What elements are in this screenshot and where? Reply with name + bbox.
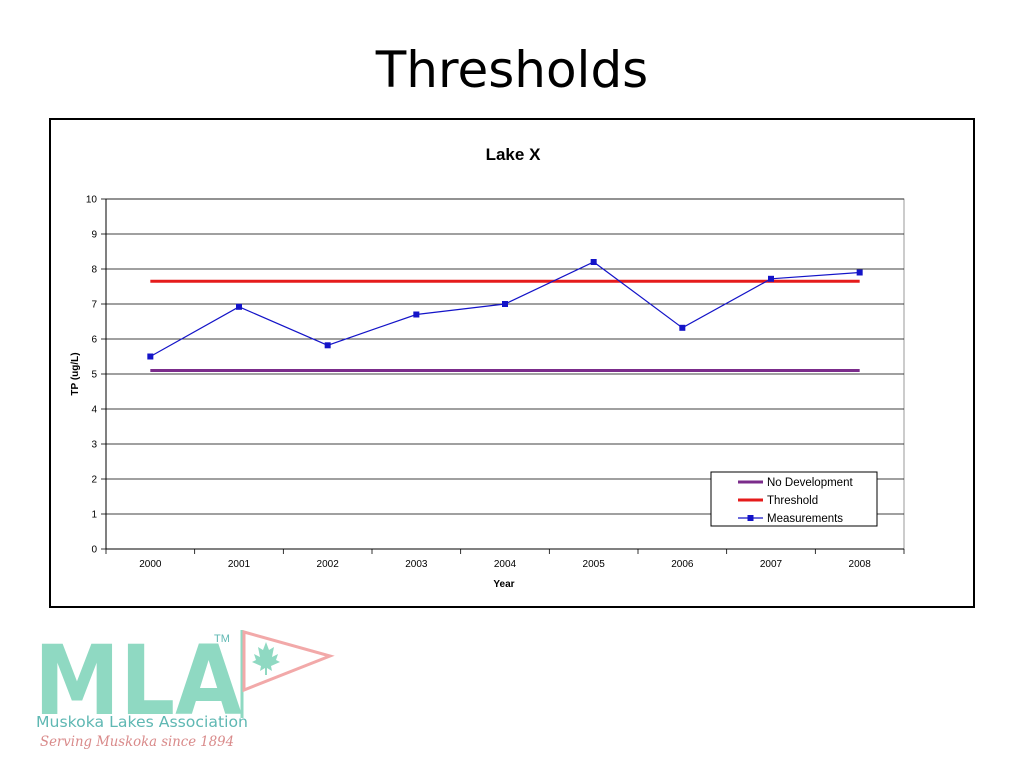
x-tick-label: 2003 [405, 559, 428, 570]
axes: 0 1 2 3 4 5 6 7 8 9 10 2000 2001 2002 2003 2004 2005 2006… [86, 195, 905, 570]
x-tick-label: 2004 [494, 559, 517, 570]
y-tick-label: 1 [91, 510, 97, 521]
legend-label: Measurements [767, 513, 843, 525]
x-tick-label: 2001 [228, 559, 251, 570]
y-axis-label: TP (ug/L) [70, 352, 81, 395]
y-tick-label: 4 [91, 405, 97, 416]
y-tick-label: 3 [91, 440, 97, 451]
legend-label: No Development [767, 477, 853, 489]
y-tick-label: 6 [91, 335, 97, 346]
y-tick-label: 10 [86, 195, 98, 206]
x-tick-label: 2007 [760, 559, 783, 570]
data-point-measurements [590, 259, 597, 265]
data-point-measurements [502, 301, 508, 307]
logo-trademark: TM [214, 633, 230, 645]
x-tick-label: 2005 [583, 559, 606, 570]
logo-tagline: Serving Muskoka since 1894 [40, 734, 234, 750]
data-point-measurements [147, 353, 154, 360]
chart-legend: No Development Threshold Measurements [710, 471, 878, 527]
maple-leaf-icon [252, 642, 280, 675]
data-point-measurements [856, 269, 863, 276]
y-tick-label: 5 [91, 370, 97, 381]
data-point-measurements [768, 275, 774, 282]
x-axis-label: Year [493, 579, 514, 590]
series-layer [147, 259, 863, 372]
y-tick-label: 7 [91, 300, 97, 311]
data-point-measurements [413, 311, 420, 318]
chart-frame: Lake X 0 1 2 3 4 5 6 7 8 9 10 2000 2001 2002 2003 2004 2… [49, 118, 975, 608]
legend-marker [747, 515, 754, 521]
logo-org-name: Muskoka Lakes Association [36, 713, 248, 731]
slide-title: Thresholds [375, 41, 649, 99]
x-tick-label: 2006 [671, 559, 694, 570]
y-tick-label: 9 [91, 230, 97, 241]
data-point-measurements [679, 324, 686, 331]
chart-title: Lake X [486, 145, 541, 164]
legend-label: Threshold [767, 495, 818, 507]
x-tick-label: 2008 [849, 559, 872, 570]
x-tick-label: 2000 [139, 559, 162, 570]
pennant-flag-icon [240, 630, 335, 718]
x-tick-label: 2002 [317, 559, 340, 570]
mla-logo: MLA TM Muskoka Lakes Association Serving… [34, 626, 335, 750]
logo-letters: MLA [34, 626, 242, 737]
y-tick-label: 0 [91, 545, 97, 556]
y-tick-label: 2 [91, 475, 97, 486]
line-chart: Lake X 0 1 2 3 4 5 6 7 8 9 10 2000 2001 2002 2003 2004 2… [70, 145, 905, 590]
series-line-measurements [150, 261, 860, 358]
data-point-measurements [324, 342, 331, 349]
y-tick-label: 8 [91, 265, 97, 276]
data-point-measurements [236, 303, 242, 310]
